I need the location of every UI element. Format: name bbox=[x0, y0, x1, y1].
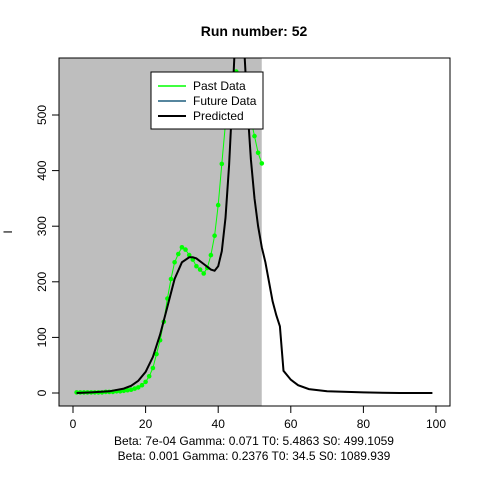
past-data-point bbox=[143, 379, 148, 385]
legend: Past Data Future Data Predicted bbox=[150, 71, 264, 130]
chart-title: Run number: 52 bbox=[201, 23, 308, 39]
x-tick-label: 20 bbox=[139, 417, 153, 431]
past-data-point bbox=[259, 161, 265, 166]
footer-line-1: Beta: 7e-04 Gamma: 0.071 T0: 5.4863 S0: … bbox=[114, 434, 394, 448]
past-data-point bbox=[146, 374, 152, 379]
past-data-point bbox=[212, 233, 217, 238]
past-data-point bbox=[179, 245, 185, 250]
y-axis-label: I bbox=[1, 230, 15, 233]
past-data-point bbox=[132, 386, 137, 391]
past-data-point bbox=[154, 351, 159, 357]
past-data-point bbox=[201, 271, 206, 276]
y-tick-label: 400 bbox=[35, 160, 49, 180]
past-data-point bbox=[172, 260, 177, 265]
y-tick-label: 500 bbox=[35, 105, 49, 125]
past-data-point bbox=[197, 267, 203, 272]
past-data-point bbox=[252, 133, 257, 139]
y-tick-label: 300 bbox=[35, 216, 49, 236]
past-data-point bbox=[215, 202, 221, 208]
past-data-point bbox=[150, 365, 156, 371]
past-data-point bbox=[176, 251, 181, 257]
legend-label-past: Past Data bbox=[193, 79, 246, 93]
past-data-point bbox=[194, 263, 199, 269]
past-data-point bbox=[208, 252, 214, 258]
x-tick-label: 40 bbox=[212, 417, 226, 431]
footer-line-2: Beta: 0.001 Gamma: 0.2376 T0: 34.5 S0: 1… bbox=[118, 449, 391, 463]
legend-label-future: Future Data bbox=[193, 94, 257, 108]
x-axis: 0 20 40 60 80 100 bbox=[70, 405, 446, 431]
past-data-point bbox=[186, 252, 192, 258]
past-data-point bbox=[168, 276, 174, 282]
y-axis: 0 100 200 300 400 500 bbox=[35, 105, 60, 396]
y-tick-label: 100 bbox=[35, 327, 49, 347]
past-data-point bbox=[139, 382, 145, 388]
legend-label-predicted: Predicted bbox=[193, 109, 244, 123]
y-tick-label: 0 bbox=[35, 389, 49, 396]
past-data-point bbox=[136, 385, 141, 390]
x-tick-label: 0 bbox=[70, 417, 77, 431]
past-data-point bbox=[183, 247, 188, 252]
past-data-point bbox=[255, 150, 261, 156]
past-data-point bbox=[128, 387, 134, 393]
past-data-point bbox=[125, 387, 130, 393]
y-tick-label: 200 bbox=[35, 271, 49, 291]
x-tick-label: 100 bbox=[426, 417, 446, 431]
past-data-point bbox=[219, 161, 225, 167]
x-tick-label: 80 bbox=[357, 417, 371, 431]
x-tick-label: 60 bbox=[284, 417, 298, 431]
